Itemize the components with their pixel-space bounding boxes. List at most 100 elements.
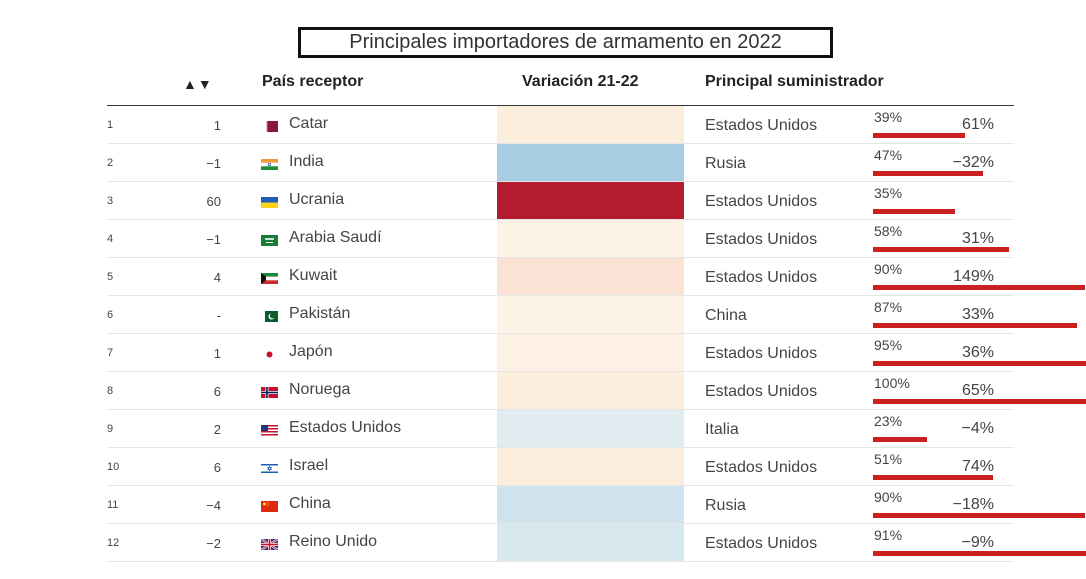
rank-label: 4 (107, 233, 114, 245)
change-value-label: 36% (961, 344, 994, 361)
share-value-label: 35% (874, 185, 903, 201)
change-cell (497, 448, 684, 486)
rank-label: 3 (107, 195, 114, 207)
share-value-label: 23% (874, 413, 903, 429)
rank-label: 10 (107, 461, 120, 473)
table-row[interactable]: 1 1 Catar 61% Estados Unidos 39% (107, 106, 1014, 144)
country-label: China (289, 495, 331, 512)
table-row[interactable]: 8 6 Noruega 65% Estados Unidos 100% (107, 372, 1086, 410)
qatar-flag-icon (261, 121, 278, 132)
change-value-label: 149% (953, 268, 994, 285)
rank-change-label: −1 (206, 232, 221, 247)
supplier-label: Italia (705, 421, 739, 438)
change-value-label: −9% (961, 534, 994, 551)
change-cell (497, 106, 684, 144)
change-value-label: −32% (952, 154, 994, 171)
share-bar (873, 247, 1009, 252)
sort-header[interactable]: ▲▼ (183, 76, 213, 92)
supplier-label: Estados Unidos (705, 231, 818, 248)
supplier-label: Estados Unidos (705, 383, 818, 400)
share-value-label: 47% (874, 147, 903, 163)
pakistan-flag-icon (261, 311, 278, 322)
rank-change-label: 6 (213, 384, 221, 399)
country-label: Noruega (289, 381, 351, 398)
rank-change-label: 60 (206, 194, 221, 209)
supplier-label: Estados Unidos (705, 269, 818, 286)
change-value-label: 61% (961, 116, 994, 133)
row-divider (107, 409, 1014, 410)
rank-change-label: 4 (213, 270, 221, 285)
change-value-label: 74% (961, 458, 994, 475)
share-value-label: 58% (874, 223, 903, 239)
share-value-label: 90% (874, 261, 903, 277)
share-value-label: 87% (874, 299, 903, 315)
rank-label: 5 (107, 271, 114, 283)
rank-change-label: 1 (213, 118, 221, 133)
rank-label: 2 (107, 157, 114, 169)
change-value-label: −4% (961, 420, 994, 437)
table-row[interactable]: 11 −4 China −18% Rusia 90% (107, 486, 1085, 524)
share-value-label: 90% (874, 489, 903, 505)
share-bar (873, 285, 1085, 290)
china-flag-icon (261, 501, 278, 512)
japan-flag-icon (261, 349, 278, 360)
country-column-header[interactable]: País receptor (262, 73, 364, 90)
country-label: India (289, 153, 324, 170)
table-row[interactable]: 4 −1 Arabia Saudí 31% Estados Unidos 58% (107, 220, 1014, 258)
supplier-label: Estados Unidos (705, 459, 818, 476)
share-bar (873, 361, 1086, 366)
share-bar (873, 551, 1086, 556)
rank-change-label: 2 (213, 422, 221, 437)
share-bar (873, 475, 993, 480)
table-row[interactable]: 7 1 Japón 36% Estados Unidos 95% (107, 334, 1086, 372)
rank-change-label: 1 (213, 346, 221, 361)
rank-label: 9 (107, 423, 114, 435)
table-row[interactable]: 3 60 Ucrania 6679% Estados Unidos 35% (107, 182, 1014, 220)
supplier-label: Estados Unidos (705, 535, 818, 552)
share-bar (873, 171, 983, 176)
country-label: Estados Unidos (289, 419, 402, 436)
change-cell (497, 182, 684, 220)
table-row[interactable]: 10 6 Israel 74% Estados Unidos 51% (107, 448, 1014, 486)
change-cell (497, 258, 684, 296)
rank-label: 1 (107, 119, 114, 131)
country-label: Pakistán (289, 305, 351, 322)
change-cell (497, 220, 684, 258)
supplier-label: China (705, 307, 747, 324)
table-row[interactable]: 5 4 Kuwait 149% Estados Unidos 90% (107, 258, 1085, 296)
change-cell (497, 144, 684, 182)
table-row[interactable]: 6 - Pakistán 33% China 87% (107, 296, 1077, 334)
row-divider (107, 333, 1014, 334)
share-value-label: 51% (874, 451, 903, 467)
supplier-column-header[interactable]: Principal suministrador (705, 73, 884, 90)
chart-title: Principales importadores de armamento en… (298, 27, 833, 58)
change-cell (497, 334, 684, 372)
table-row[interactable]: 9 2 Estados Unidos −4% Italia 23% (107, 410, 1014, 448)
rank-change-label: 6 (213, 460, 221, 475)
rank-change-label: −2 (206, 536, 221, 551)
share-value-label: 91% (874, 527, 903, 543)
row-divider (107, 447, 1014, 448)
rank-change-label: −1 (206, 156, 221, 171)
header-rule (107, 105, 1014, 106)
supplier-label: Estados Unidos (705, 117, 818, 134)
table-row[interactable]: 2 −1 India −32% Rusia 47% (107, 144, 1014, 182)
country-label: Kuwait (289, 267, 338, 284)
table-row[interactable]: 12 −2 Reino Unido −9% Estados Unidos 91% (107, 524, 1086, 562)
country-label: Israel (289, 457, 329, 474)
supplier-label: Estados Unidos (705, 193, 818, 210)
kuwait-flag-icon (261, 273, 278, 284)
change-cell (497, 486, 684, 524)
country-label: Reino Unido (289, 533, 378, 550)
change-column-header[interactable]: Variación 21-22 (522, 73, 639, 90)
rank-label: 7 (107, 347, 114, 359)
country-label: Japón (289, 343, 333, 360)
share-bar (873, 437, 927, 442)
row-divider (107, 561, 1014, 562)
row-divider (107, 523, 1014, 524)
share-value-label: 100% (874, 375, 910, 391)
rank-change-label: - (216, 308, 221, 323)
share-bar (873, 133, 965, 138)
change-cell (497, 372, 684, 410)
supplier-label: Rusia (705, 497, 746, 514)
